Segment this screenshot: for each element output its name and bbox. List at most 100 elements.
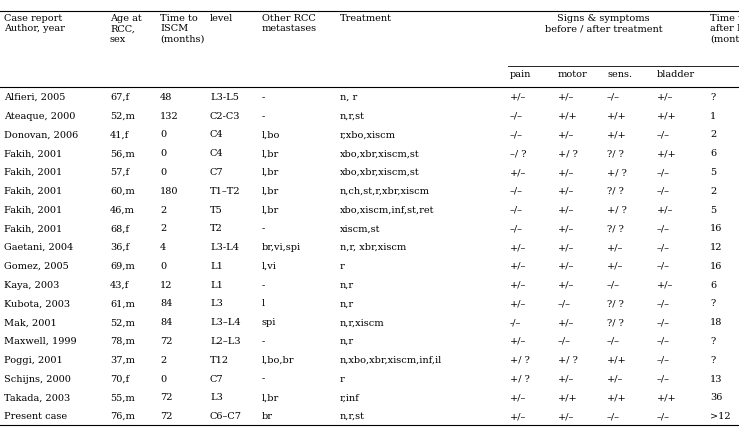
Text: L3-L5: L3-L5	[210, 93, 239, 101]
Text: 72: 72	[160, 336, 172, 345]
Text: 5: 5	[710, 205, 716, 214]
Text: +/–: +/–	[510, 336, 526, 345]
Text: 84: 84	[160, 317, 172, 326]
Text: +/+: +/+	[657, 149, 677, 158]
Text: l,br: l,br	[262, 186, 279, 195]
Text: +/–: +/–	[510, 243, 526, 252]
Text: +/–: +/–	[510, 261, 526, 270]
Text: 16: 16	[710, 261, 723, 270]
Text: 16: 16	[710, 224, 723, 233]
Text: –/–: –/–	[657, 355, 670, 364]
Text: 46,m: 46,m	[110, 205, 135, 214]
Text: +/–: +/–	[607, 261, 624, 270]
Text: Gomez, 2005: Gomez, 2005	[4, 261, 69, 270]
Text: 61,m: 61,m	[110, 299, 135, 308]
Text: Mak, 2001: Mak, 2001	[4, 317, 57, 326]
Text: Other RCC
metastases: Other RCC metastases	[262, 14, 317, 33]
Text: r,xbo,xiscm: r,xbo,xiscm	[340, 130, 396, 139]
Text: Fakih, 2001: Fakih, 2001	[4, 186, 62, 195]
Text: –/–: –/–	[657, 261, 670, 270]
Text: 0: 0	[160, 374, 166, 383]
Text: ?/ ?: ?/ ?	[607, 317, 624, 326]
Text: 37,m: 37,m	[110, 355, 135, 364]
Text: Schijns, 2000: Schijns, 2000	[4, 374, 71, 383]
Text: 12: 12	[710, 243, 723, 252]
Text: l,bo: l,bo	[262, 130, 280, 139]
Text: 132: 132	[160, 111, 179, 120]
Text: 67,f: 67,f	[110, 93, 129, 101]
Text: 36,f: 36,f	[110, 243, 129, 252]
Text: L3–L4: L3–L4	[210, 317, 241, 326]
Text: –/–: –/–	[657, 317, 670, 326]
Text: 41,f: 41,f	[110, 130, 129, 139]
Text: +/+: +/+	[607, 393, 627, 401]
Text: +/ ?: +/ ?	[558, 149, 578, 158]
Text: +/–: +/–	[558, 411, 574, 420]
Text: Fakih, 2001: Fakih, 2001	[4, 149, 62, 158]
Text: +/–: +/–	[558, 186, 574, 195]
Text: 2: 2	[160, 224, 166, 233]
Text: Takada, 2003: Takada, 2003	[4, 393, 70, 401]
Text: xbo,xbr,xiscm,st: xbo,xbr,xiscm,st	[340, 149, 420, 158]
Text: –/–: –/–	[657, 299, 670, 308]
Text: n,r: n,r	[340, 299, 354, 308]
Text: 36: 36	[710, 393, 723, 401]
Text: –/–: –/–	[510, 224, 523, 233]
Text: 55,m: 55,m	[110, 393, 134, 401]
Text: 0: 0	[160, 168, 166, 177]
Text: L2–L3: L2–L3	[210, 336, 241, 345]
Text: xbo,xbr,xiscm,st: xbo,xbr,xiscm,st	[340, 168, 420, 177]
Text: spi: spi	[262, 317, 276, 326]
Text: +/–: +/–	[510, 168, 526, 177]
Text: –/–: –/–	[657, 224, 670, 233]
Text: l,br: l,br	[262, 205, 279, 214]
Text: 78,m: 78,m	[110, 336, 135, 345]
Text: 72: 72	[160, 411, 172, 420]
Text: l,bo,br: l,bo,br	[262, 355, 295, 364]
Text: ?: ?	[710, 355, 715, 364]
Text: ‐/–: ‐/–	[510, 317, 522, 326]
Text: -: -	[262, 111, 265, 120]
Text: 2: 2	[710, 130, 716, 139]
Text: –/–: –/–	[657, 130, 670, 139]
Text: br,vi,spi: br,vi,spi	[262, 243, 301, 252]
Text: bladder: bladder	[657, 70, 695, 79]
Text: +/–: +/–	[510, 411, 526, 420]
Text: +/ ?: +/ ?	[558, 355, 578, 364]
Text: n,r: n,r	[340, 280, 354, 289]
Text: Donovan, 2006: Donovan, 2006	[4, 130, 78, 139]
Text: –/–: –/–	[657, 243, 670, 252]
Text: 68,f: 68,f	[110, 224, 129, 233]
Text: L1: L1	[210, 280, 223, 289]
Text: –/–: –/–	[607, 280, 620, 289]
Text: T2: T2	[210, 224, 223, 233]
Text: +/–: +/–	[558, 168, 574, 177]
Text: ?/ ?: ?/ ?	[607, 186, 624, 195]
Text: +/+: +/+	[607, 130, 627, 139]
Text: Kubota, 2003: Kubota, 2003	[4, 299, 70, 308]
Text: n,ch,st,r,xbr,xiscm: n,ch,st,r,xbr,xiscm	[340, 186, 430, 195]
Text: +/–: +/–	[558, 374, 574, 383]
Text: r: r	[340, 374, 345, 383]
Text: +/–: +/–	[657, 280, 673, 289]
Text: +/–: +/–	[558, 224, 574, 233]
Text: 180: 180	[160, 186, 179, 195]
Text: Signs & symptoms
before / after treatment: Signs & symptoms before / after treatmen…	[545, 14, 662, 33]
Text: –/–: –/–	[657, 186, 670, 195]
Text: +/–: +/–	[558, 280, 574, 289]
Text: motor: motor	[558, 70, 588, 79]
Text: +/+: +/+	[607, 355, 627, 364]
Text: T1–T2: T1–T2	[210, 186, 241, 195]
Text: 70,f: 70,f	[110, 374, 129, 383]
Text: Time to
ISCM
(months): Time to ISCM (months)	[160, 14, 205, 44]
Text: +/–: +/–	[558, 130, 574, 139]
Text: C4: C4	[210, 130, 224, 139]
Text: C7: C7	[210, 374, 224, 383]
Text: Kaya, 2003: Kaya, 2003	[4, 280, 59, 289]
Text: +/–: +/–	[657, 205, 673, 214]
Text: 52,m: 52,m	[110, 317, 135, 326]
Text: n,xbo,xbr,xiscm,inf,il: n,xbo,xbr,xiscm,inf,il	[340, 355, 442, 364]
Text: –/–: –/–	[607, 93, 620, 101]
Text: +/–: +/–	[510, 280, 526, 289]
Text: Ateaque, 2000: Ateaque, 2000	[4, 111, 75, 120]
